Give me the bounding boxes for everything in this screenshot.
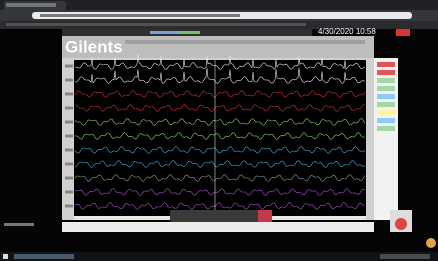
channel-label — [65, 177, 73, 180]
tray — [380, 254, 430, 259]
screen: 4/30/2020 10:58 Gilents — [0, 0, 438, 261]
tab-indicator — [150, 31, 180, 34]
sidebar-button — [377, 86, 395, 91]
user-badge[interactable] — [426, 238, 436, 248]
bookmarks — [6, 23, 306, 26]
channel-label — [65, 191, 73, 194]
taskbar-icons — [14, 254, 74, 259]
sidebar-button — [377, 126, 395, 131]
header-controls — [125, 40, 365, 44]
logo: Gilents — [65, 37, 123, 56]
playback-toolbar — [170, 210, 272, 222]
sidebar-button — [377, 102, 395, 107]
avatar — [395, 218, 407, 230]
channel-label — [65, 121, 73, 124]
page: 4/30/2020 10:58 Gilents (() => { const d… — [0, 0, 438, 261]
tab-indicator — [180, 31, 200, 34]
tab-title — [6, 3, 56, 7]
sidebar-button — [377, 78, 395, 83]
sidebar-button — [377, 118, 395, 123]
channel-label — [65, 163, 73, 166]
channel-label — [65, 149, 73, 152]
record-button[interactable] — [396, 29, 410, 36]
channel-label — [65, 93, 73, 96]
status-bar — [62, 222, 374, 232]
channel-label — [65, 205, 73, 208]
channel-label — [65, 107, 73, 110]
timestamp: 4/30/2020 10:58 — [318, 27, 376, 36]
screen-share-label — [4, 223, 34, 226]
channel-label — [65, 79, 73, 82]
stop-button[interactable] — [258, 210, 272, 222]
sidebar-button — [377, 94, 395, 99]
channel-label — [65, 135, 73, 138]
sidebar-button — [377, 62, 395, 67]
sidebar-button — [377, 70, 395, 75]
start-button[interactable] — [3, 254, 8, 259]
url-text — [40, 14, 240, 17]
channel-label — [65, 65, 73, 68]
sidebar-button — [377, 110, 395, 115]
